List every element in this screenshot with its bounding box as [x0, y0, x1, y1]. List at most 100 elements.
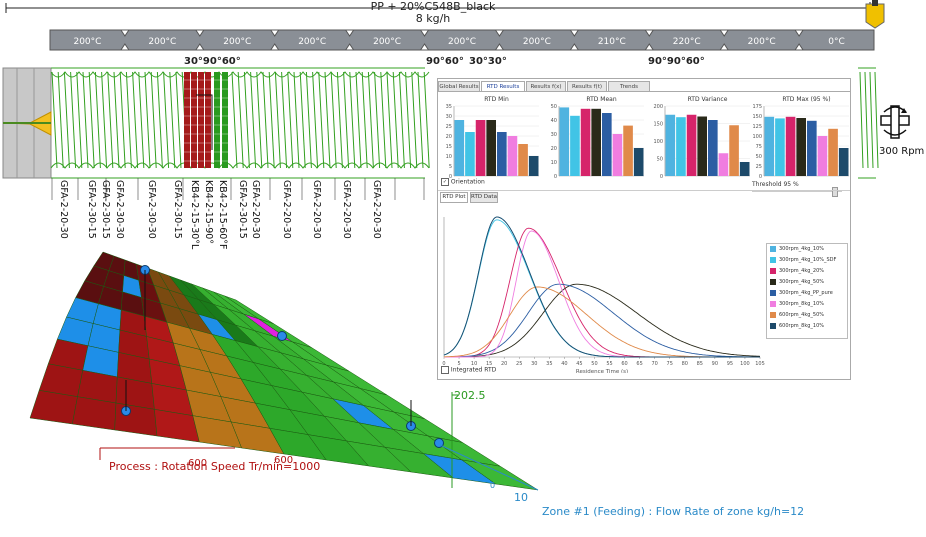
- bar: [676, 117, 686, 176]
- barrel-temp-label: 200°C: [373, 37, 401, 47]
- plot-x-tick: 40: [561, 361, 567, 367]
- plot-x-tick: 30: [531, 361, 537, 367]
- bar-chart-tick: 175: [752, 104, 762, 110]
- bar: [623, 125, 633, 176]
- bar: [708, 120, 718, 176]
- bar: [665, 114, 676, 176]
- rtd-tab[interactable]: Trends: [608, 81, 650, 92]
- barrel-temp-label: 200°C: [223, 37, 251, 47]
- screw-element-label: GFA-2-20-30: [371, 180, 382, 239]
- surface-marker[interactable]: [277, 331, 287, 341]
- legend-swatch: [770, 267, 776, 274]
- legend-label: 600rpm_8kg_10%: [779, 323, 825, 329]
- bar: [775, 118, 785, 176]
- screw-profile: [50, 67, 879, 200]
- screw-element-label: GFA-2-20-30: [58, 180, 69, 239]
- bar-chart-tick: 100: [653, 139, 663, 145]
- rtd-subtab[interactable]: RTD Data: [470, 192, 498, 203]
- angle-group-2: 90°60°: [426, 56, 464, 67]
- extruder-title: PP + 20%C548B_black: [370, 0, 496, 13]
- plot-x-tick: 80: [682, 361, 688, 367]
- legend-item: 300rpm_4kg_10%: [767, 244, 847, 255]
- integrated-checkbox[interactable]: [441, 366, 449, 374]
- integrated-option[interactable]: Integrated RTD: [441, 366, 496, 374]
- value-10-label: 10: [514, 491, 528, 504]
- bar-chart-tick: 25: [756, 164, 762, 170]
- barrel-temp-label: 210°C: [598, 37, 626, 47]
- extruder-flow: 8 kg/h: [415, 12, 451, 25]
- plot-x-tick: 25: [516, 361, 522, 367]
- legend-swatch: [770, 256, 776, 263]
- orientation-label: Orientation: [450, 178, 485, 186]
- bar-chart-tick: 50: [756, 154, 762, 160]
- bar-chart-tick: 0: [449, 174, 452, 180]
- plot-x-tick: 75: [667, 361, 673, 367]
- hopper-icon[interactable]: [865, 0, 885, 29]
- rtd-subtab[interactable]: RTD Plot: [440, 192, 468, 203]
- process-label: Process : Rotation Speed Tr/min=1000: [109, 460, 321, 473]
- value-0-label: 0: [490, 481, 496, 490]
- bar-chart-tick: 50: [551, 104, 557, 110]
- legend-label: 300rpm_4kg_10%_SDF: [779, 257, 837, 263]
- bar: [729, 125, 739, 176]
- feed-section: [2, 67, 52, 179]
- tick-600b-label: 600: [274, 455, 294, 466]
- legend-swatch: [770, 311, 776, 318]
- barrel-temp-label: 200°C: [748, 37, 776, 47]
- legend-label: 600rpm_4kg_50%: [779, 312, 825, 318]
- plot-x-tick: 0: [442, 361, 445, 367]
- bar-chart-tick: 15: [446, 144, 452, 150]
- rpm-label: 300 Rpm: [879, 146, 925, 157]
- bar: [580, 108, 591, 176]
- bar: [570, 115, 580, 176]
- screw-element-label: GFA-2-30-15: [172, 180, 183, 239]
- plot-x-tick: 65: [636, 361, 642, 367]
- bar-chart-tick: 150: [752, 114, 762, 120]
- bar: [739, 162, 750, 176]
- legend-label: 300rpm_4kg_PP_pure: [779, 290, 833, 296]
- legend-item: 600rpm_8kg_10%: [767, 321, 847, 332]
- legend-label: 300rpm_4kg_50%: [779, 279, 825, 285]
- bar-chart-tick: 30: [446, 114, 452, 120]
- rtd-curve: [443, 216, 760, 358]
- surface-cell: [29, 390, 78, 425]
- screw-element-label: GFA-2-20-30: [341, 180, 352, 239]
- bar: [602, 113, 612, 176]
- bar: [559, 107, 570, 176]
- bar: [633, 148, 644, 176]
- bar-chart-title: RTD Variance: [688, 96, 728, 103]
- screw-element-label: GFA-2-20-30: [281, 180, 292, 239]
- legend-swatch: [770, 322, 776, 329]
- surface-cell: [72, 396, 117, 431]
- bar: [518, 144, 528, 176]
- threshold-slider[interactable]: [752, 187, 842, 197]
- rtd-subtab-bar: RTD Plot RTD Data: [440, 192, 500, 203]
- plot-x-tick: 55: [606, 361, 612, 367]
- legend-swatch: [770, 245, 776, 252]
- bar-chart-title: RTD Mean: [586, 96, 616, 103]
- screw-element-label: GFA-2-30-30: [146, 180, 157, 239]
- legend-swatch: [770, 278, 776, 285]
- orientation-option[interactable]: ✓ Orientation: [441, 178, 485, 186]
- threshold-slider-handle[interactable]: [832, 187, 838, 197]
- rtd-tab[interactable]: Results f(t): [567, 81, 607, 92]
- bar: [785, 116, 796, 176]
- rtd-tab[interactable]: Global Results: [438, 81, 480, 92]
- rtd-panel: Global Results RTD Results Results f(x) Res…: [437, 78, 851, 380]
- bar: [764, 116, 775, 176]
- rtd-tab[interactable]: Results f(x): [526, 81, 566, 92]
- legend-label: 300rpm_4kg_10%: [779, 246, 825, 252]
- rtd-tab-bar: Global Results RTD Results Results f(x) Res…: [438, 81, 651, 92]
- bar-chart-tick: 10: [446, 154, 452, 160]
- orientation-checkbox[interactable]: ✓: [441, 178, 449, 186]
- screw-element-label: GFA-2-30-15: [86, 180, 97, 239]
- legend-label: 300rpm_4kg_20%: [779, 268, 825, 274]
- screw-element-label: GFA-2-30-30: [114, 180, 125, 239]
- rtd-tab[interactable]: RTD Results: [481, 81, 525, 92]
- screw-element-label: GFA-2-30-15: [100, 180, 111, 239]
- rotation-arrow-icon[interactable]: [878, 104, 912, 142]
- barrel-temp-label: 200°C: [148, 37, 176, 47]
- rtd-legend: 300rpm_4kg_10% 300rpm_4kg_10%_SDF 300rpm_4…: [766, 243, 848, 339]
- bar: [454, 120, 465, 176]
- plot-x-tick: 5: [457, 361, 460, 367]
